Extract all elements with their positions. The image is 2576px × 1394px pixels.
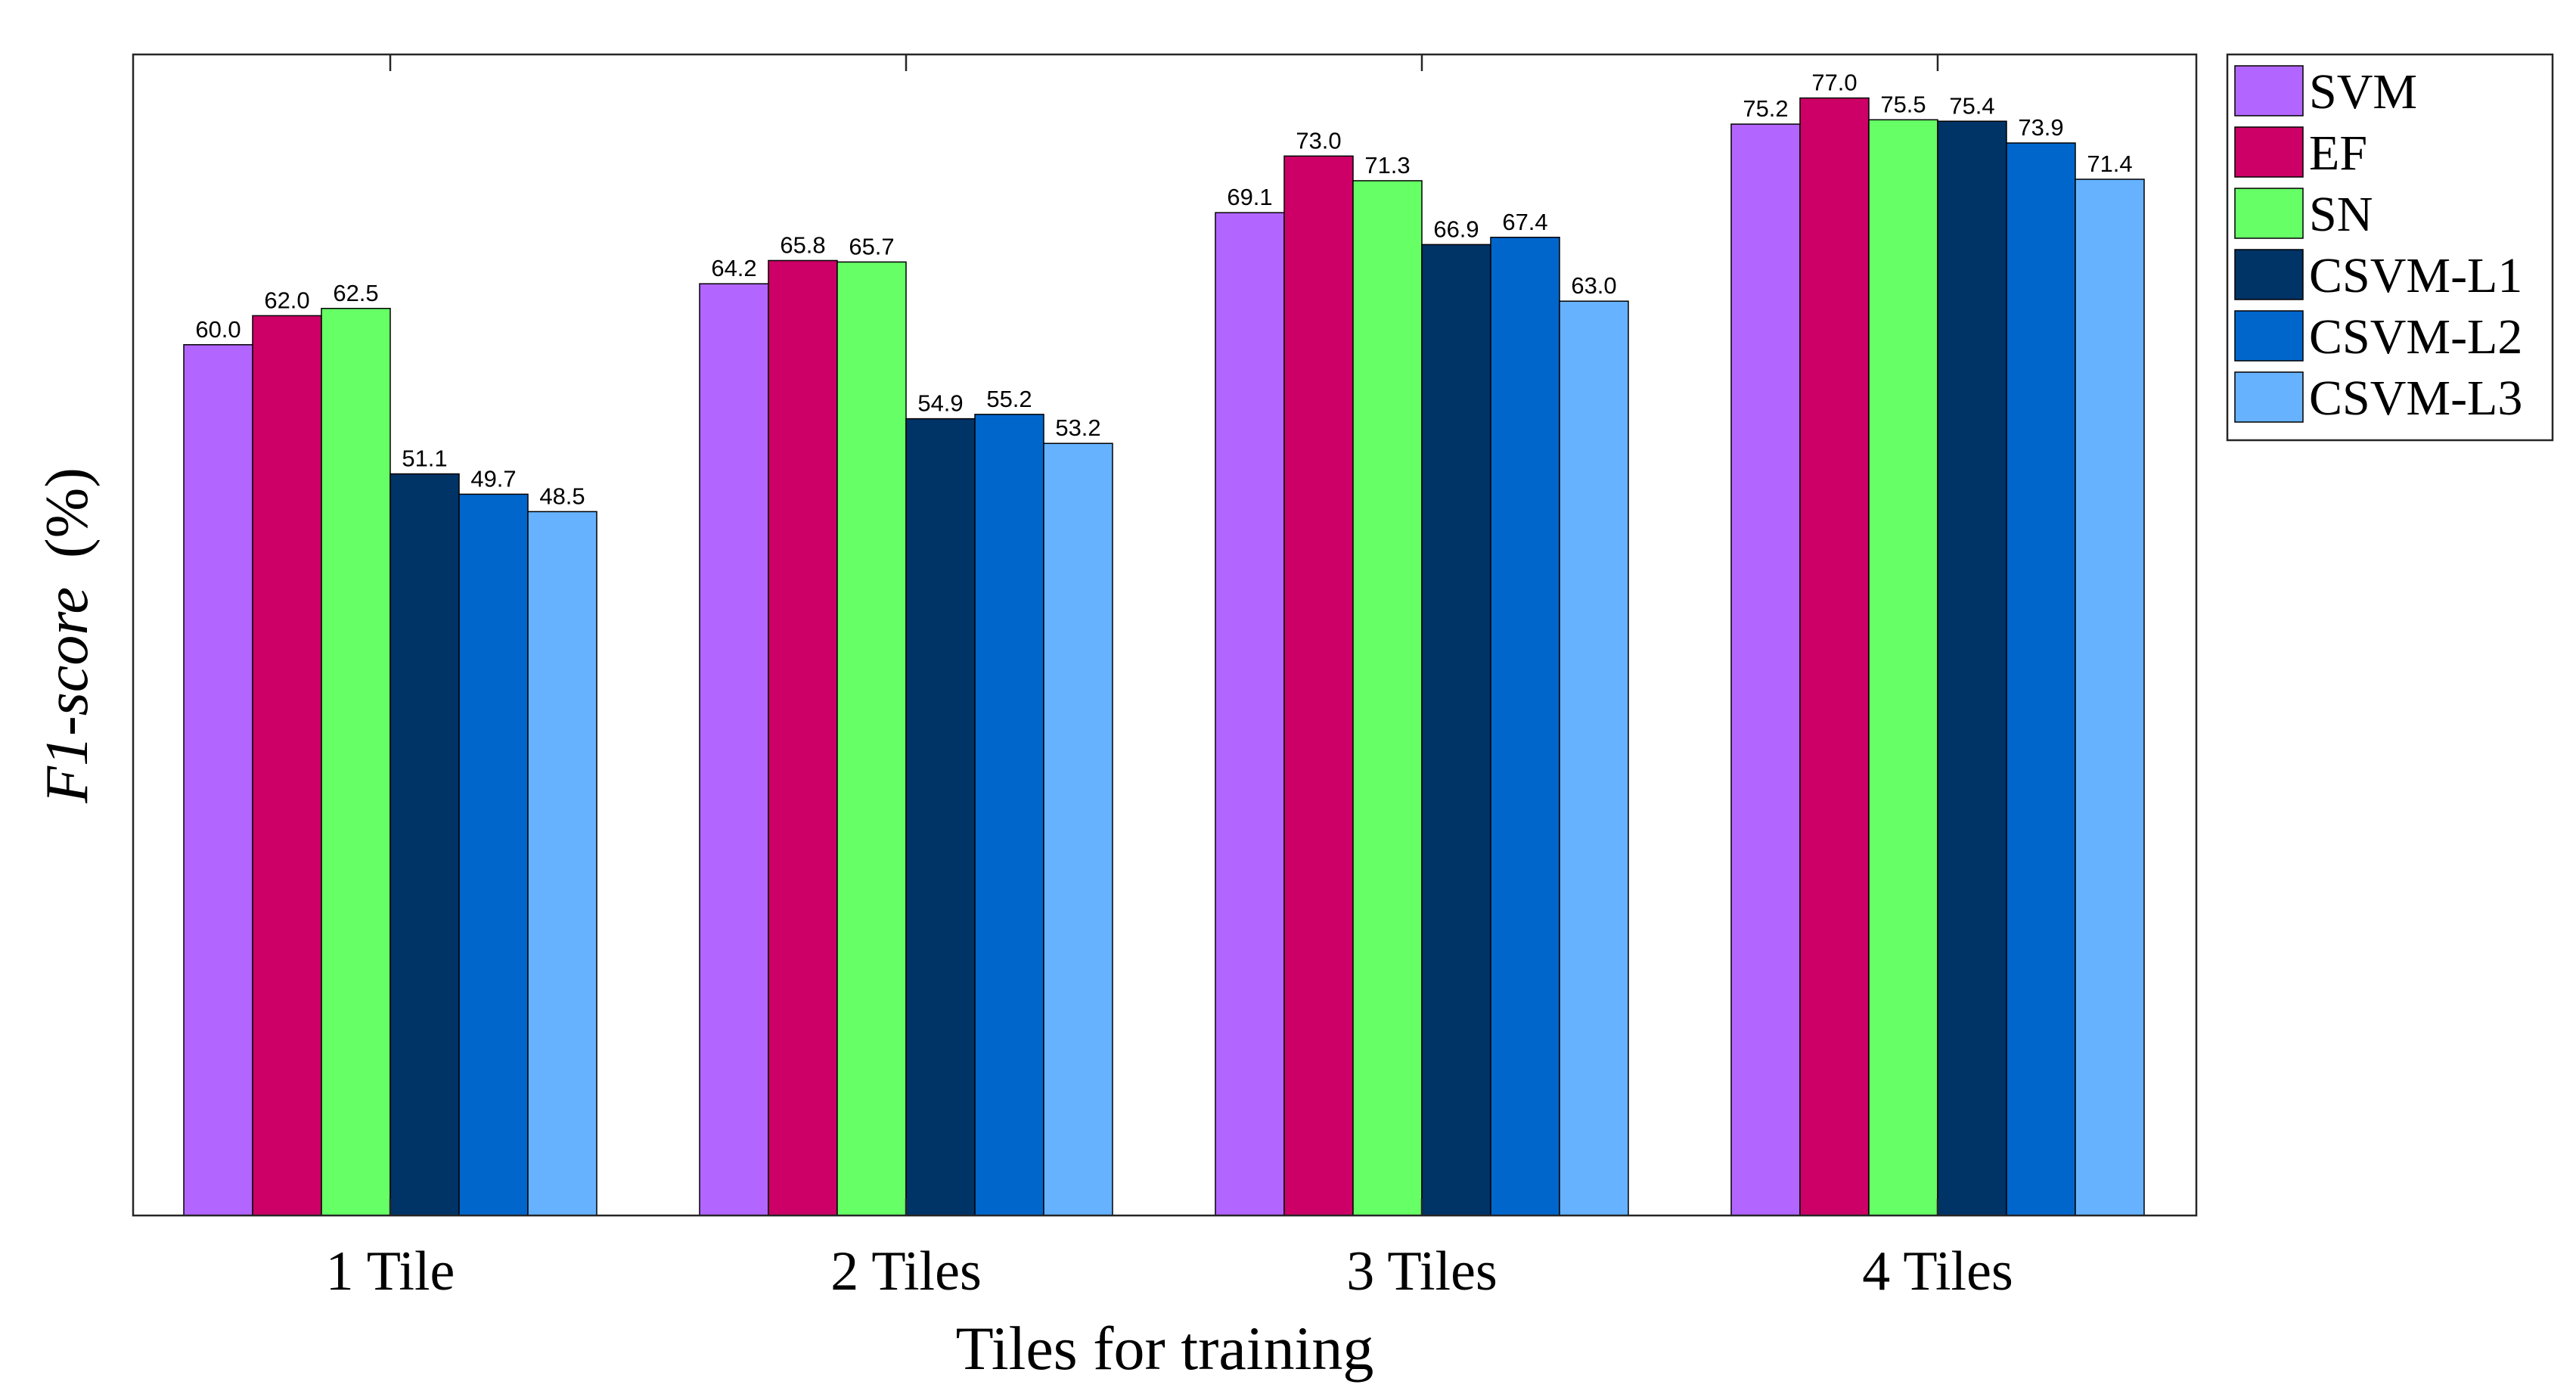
plot-frame: [132, 53, 2198, 1217]
value-label-csvm-l2-2: 55.2: [986, 386, 1032, 412]
x-tick-label: 3 Tiles: [1346, 1240, 1497, 1302]
legend-swatch-svm: [2234, 65, 2304, 116]
x-axis-title: Tiles for training: [956, 1314, 1374, 1383]
value-label-ef-4: 77.0: [1811, 70, 1857, 96]
value-label-svm-4: 75.2: [1743, 95, 1788, 122]
bar-sn-1: [321, 308, 391, 1216]
bar-ef-1: [252, 315, 322, 1216]
value-label-csvm-l2-4: 73.9: [2018, 114, 2063, 141]
legend-swatch-ef: [2234, 126, 2304, 178]
bar-csvm-l1-2: [905, 418, 976, 1216]
value-labels-layer: 60.0 62.0 62.5 51.1 49.7 48.5 64.2 65.8 65.7 54.9…: [195, 70, 2132, 510]
bar-csvm-l2-4: [2006, 142, 2076, 1216]
y-axis-title: F1-score (%): [34, 467, 101, 804]
bar-csvm-l2-1: [458, 493, 529, 1216]
value-label-csvm-l1-3: 66.9: [1433, 216, 1479, 242]
value-label-csvm-l1-2: 54.9: [917, 390, 963, 417]
value-label-ef-3: 73.0: [1296, 127, 1341, 154]
y-axis-title-metric: F1-score: [34, 587, 101, 804]
bar-csvm-l3-1: [527, 511, 597, 1216]
bar-ef-3: [1283, 155, 1354, 1216]
legend-swatch-csvm-l2: [2234, 310, 2304, 362]
legend-swatch-sn: [2234, 188, 2304, 239]
bar-csvm-l2-3: [1490, 237, 1560, 1216]
legend-label-ef: EF: [2309, 126, 2367, 181]
value-label-csvm-l3-2: 53.2: [1055, 414, 1100, 441]
x-tick-label: 1 Tile: [326, 1240, 455, 1302]
value-label-sn-3: 71.3: [1364, 152, 1410, 179]
value-label-csvm-l3-3: 63.0: [1571, 272, 1616, 299]
legend-label-csvm-l1: CSVM-L1: [2309, 248, 2522, 303]
bar-csvm-l1-4: [1937, 120, 2007, 1216]
legend-label-svm: SVM: [2309, 64, 2417, 120]
value-label-sn-2: 65.7: [849, 233, 894, 259]
value-label-csvm-l3-4: 71.4: [2087, 151, 2132, 177]
bar-csvm-l1-3: [1421, 244, 1491, 1216]
bar-ef-4: [1799, 97, 1870, 1216]
value-label-svm-3: 69.1: [1227, 184, 1272, 210]
y-axis-title-unit: (%): [34, 467, 101, 558]
bar-sn-4: [1868, 119, 1938, 1216]
bar-svm-4: [1730, 123, 1801, 1216]
legend-label-sn: SN: [2309, 187, 2373, 242]
bar-csvm-l3-4: [2075, 179, 2145, 1216]
bar-svm-3: [1215, 212, 1285, 1216]
x-tick-label: 2 Tiles: [830, 1240, 982, 1302]
value-label-svm-2: 64.2: [711, 255, 756, 281]
value-label-csvm-l1-4: 75.4: [1949, 92, 1994, 119]
value-label-ef-2: 65.8: [780, 231, 825, 258]
bar-csvm-l3-3: [1559, 300, 1629, 1216]
bar-svm-2: [699, 283, 769, 1216]
bar-sn-2: [836, 261, 907, 1216]
value-label-sn-1: 62.5: [333, 280, 378, 306]
bar-sn-3: [1352, 180, 1423, 1216]
bar-ef-2: [768, 259, 838, 1216]
legend: SVM EF SN CSVM-L1 CSVM-L2 CSVM-L3: [2226, 53, 2554, 442]
value-label-csvm-l2-1: 49.7: [470, 465, 516, 492]
value-label-sn-4: 75.5: [1880, 91, 1926, 117]
x-tick-label: 4 Tiles: [1862, 1240, 2013, 1302]
legend-swatch-csvm-l1: [2234, 249, 2304, 300]
value-label-csvm-l1-1: 51.1: [402, 446, 447, 472]
value-label-svm-1: 60.0: [195, 316, 241, 343]
x-ticks-layer: 1 Tile 2 Tiles 3 Tiles 4 Tiles: [326, 54, 2013, 1302]
bar-csvm-l2-2: [974, 414, 1044, 1216]
bar-csvm-l1-1: [390, 473, 460, 1216]
bar-csvm-l3-2: [1043, 442, 1113, 1216]
value-label-csvm-l3-1: 48.5: [539, 483, 585, 509]
bars-layer: [183, 97, 2145, 1216]
value-label-ef-1: 62.0: [264, 287, 309, 313]
legend-label-csvm-l2: CSVM-L2: [2309, 309, 2522, 365]
legend-swatch-csvm-l3: [2234, 371, 2304, 423]
bar-svm-1: [183, 344, 253, 1216]
legend-label-csvm-l3: CSVM-L3: [2309, 371, 2522, 426]
value-label-csvm-l2-3: 67.4: [1502, 209, 1547, 235]
